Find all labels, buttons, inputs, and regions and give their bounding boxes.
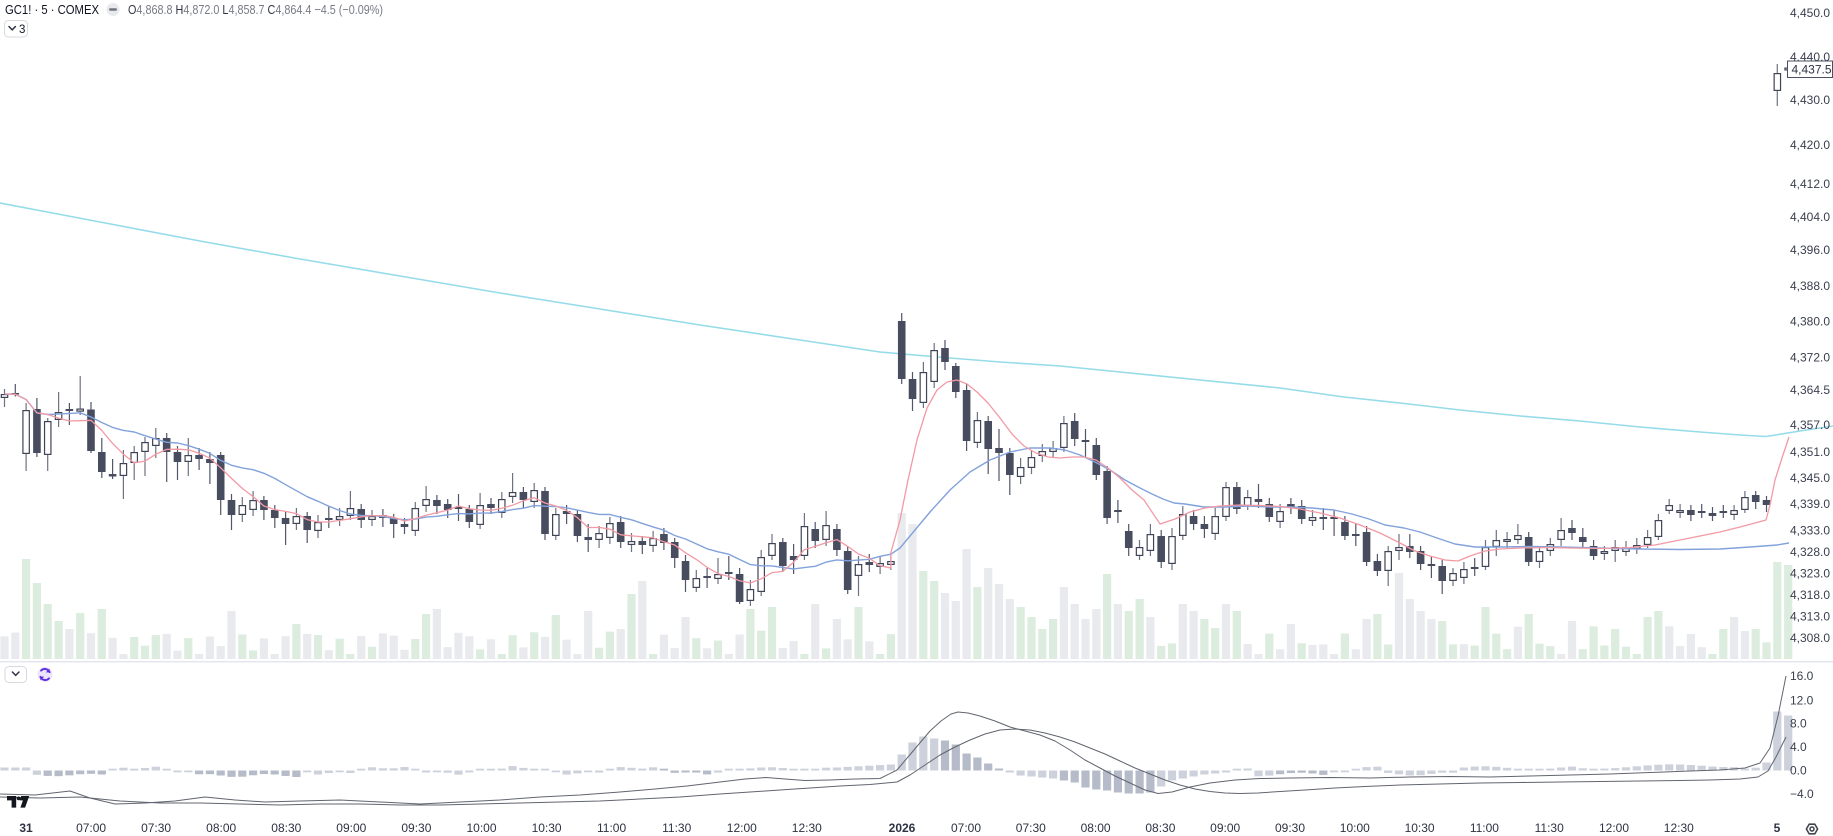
svg-text:11:30: 11:30	[662, 821, 691, 835]
svg-text:4,450.0: 4,450.0	[1790, 6, 1830, 20]
svg-text:12:00: 12:00	[727, 821, 757, 835]
svg-text:09:00: 09:00	[1210, 821, 1240, 835]
svg-text:4,372.0: 4,372.0	[1790, 351, 1830, 365]
svg-text:10:30: 10:30	[1405, 821, 1435, 835]
svg-text:12:30: 12:30	[1664, 821, 1694, 835]
svg-text:O4,868.8 H4,872.0 L4,858.7 C4,: O4,868.8 H4,872.0 L4,858.7 C4,864.4 −4.5…	[128, 2, 383, 17]
svg-text:3: 3	[19, 24, 25, 36]
svg-text:08:30: 08:30	[271, 821, 301, 835]
svg-text:4,396.0: 4,396.0	[1790, 243, 1830, 257]
svg-text:4,318.0: 4,318.0	[1790, 588, 1830, 602]
svg-text:4,308.0: 4,308.0	[1790, 631, 1830, 645]
svg-text:4,313.0: 4,313.0	[1790, 610, 1830, 624]
svg-text:4,323.0: 4,323.0	[1790, 567, 1830, 581]
svg-text:4,420.0: 4,420.0	[1790, 138, 1830, 152]
svg-text:08:30: 08:30	[1145, 821, 1175, 835]
svg-text:4,404.0: 4,404.0	[1790, 210, 1830, 224]
svg-text:4,357.0: 4,357.0	[1790, 418, 1830, 432]
svg-text:4,333.0: 4,333.0	[1790, 524, 1830, 538]
svg-text:10:00: 10:00	[466, 821, 496, 835]
svg-text:07:30: 07:30	[1016, 821, 1046, 835]
svg-text:16.0: 16.0	[1790, 669, 1814, 683]
svg-text:12.0: 12.0	[1790, 694, 1814, 708]
svg-text:4,380.0: 4,380.0	[1790, 315, 1830, 329]
svg-text:4,388.0: 4,388.0	[1790, 279, 1830, 293]
svg-text:4,412.0: 4,412.0	[1790, 177, 1830, 191]
svg-text:4,339.0: 4,339.0	[1790, 497, 1830, 511]
svg-text:10:30: 10:30	[532, 821, 562, 835]
svg-text:4,430.0: 4,430.0	[1790, 93, 1830, 107]
svg-text:4,437.5: 4,437.5	[1792, 63, 1832, 77]
svg-text:4,328.0: 4,328.0	[1790, 545, 1830, 559]
svg-text:09:30: 09:30	[1275, 821, 1305, 835]
svg-text:−4.0: −4.0	[1790, 787, 1814, 801]
svg-text:4,345.0: 4,345.0	[1790, 471, 1830, 485]
svg-text:4,364.5: 4,364.5	[1790, 383, 1830, 397]
svg-text:8.0: 8.0	[1790, 717, 1807, 731]
svg-text:07:00: 07:00	[951, 821, 981, 835]
svg-text:2026: 2026	[889, 821, 916, 835]
svg-text:07:30: 07:30	[141, 821, 171, 835]
svg-text:4.0: 4.0	[1790, 740, 1807, 754]
svg-text:12:30: 12:30	[792, 821, 822, 835]
svg-text:12:00: 12:00	[1599, 821, 1629, 835]
svg-text:10:00: 10:00	[1340, 821, 1370, 835]
svg-text:5: 5	[1774, 821, 1781, 835]
svg-text:11:00: 11:00	[597, 821, 626, 835]
svg-text:11:30: 11:30	[1535, 821, 1564, 835]
svg-text:07:00: 07:00	[76, 821, 106, 835]
svg-text:11:00: 11:00	[1470, 821, 1499, 835]
svg-text:31: 31	[19, 821, 33, 835]
svg-text:0.0: 0.0	[1790, 764, 1807, 778]
svg-text:08:00: 08:00	[206, 821, 236, 835]
svg-text:09:00: 09:00	[336, 821, 366, 835]
svg-text:4,351.0: 4,351.0	[1790, 445, 1830, 459]
svg-text:08:00: 08:00	[1081, 821, 1111, 835]
svg-text:GC1! · 5 · COMEX: GC1! · 5 · COMEX	[5, 2, 99, 17]
svg-text:09:30: 09:30	[401, 821, 431, 835]
